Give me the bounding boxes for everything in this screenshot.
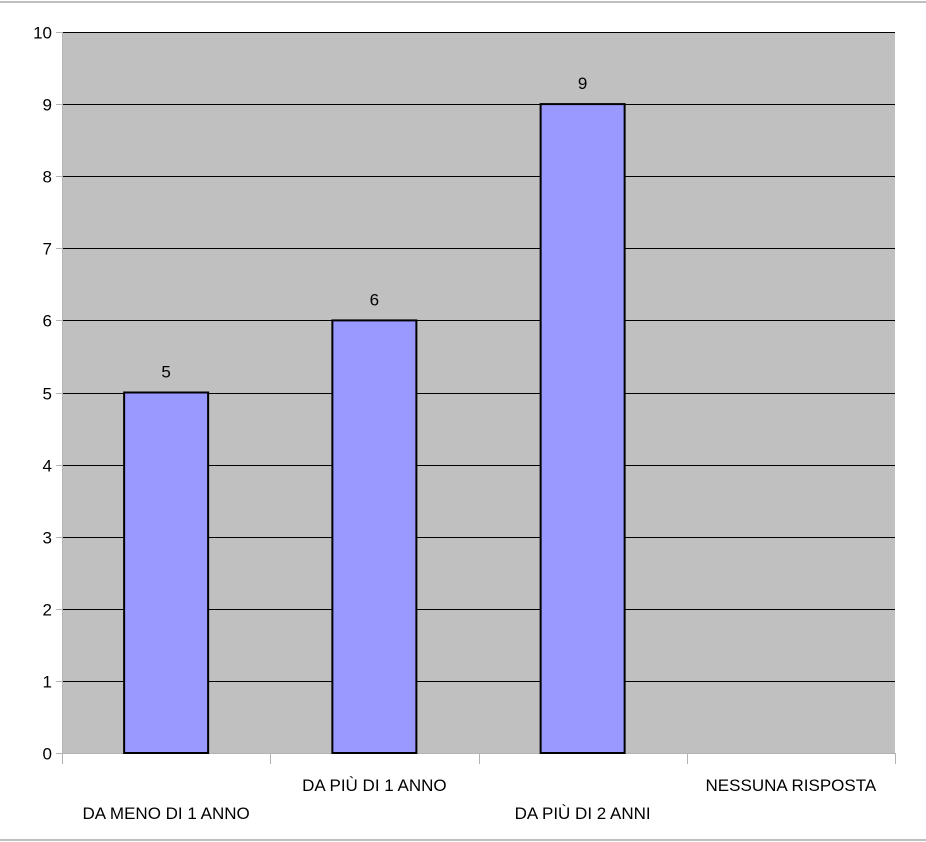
y-tick-label: 1	[43, 673, 52, 692]
data-label: 9	[578, 74, 587, 93]
bar	[123, 391, 210, 754]
bar	[539, 103, 626, 755]
data-label: 5	[161, 363, 170, 382]
y-tick-label: 7	[43, 240, 52, 259]
axes	[56, 32, 896, 764]
x-category-label: DA MENO DI 1 ANNO	[83, 804, 250, 823]
data-labels: 5 6 9	[161, 74, 587, 381]
y-tick-label: 5	[43, 385, 52, 404]
x-tick-labels: DA MENO DI 1 ANNO DA PIÙ DI 1 ANNO DA PIÙ …	[83, 776, 877, 823]
y-tick-label: 9	[43, 96, 52, 115]
y-tick-label: 4	[43, 457, 52, 476]
bar	[331, 319, 418, 754]
y-tick-label: 6	[43, 312, 52, 331]
bars	[123, 103, 626, 755]
y-tick-label: 3	[43, 529, 52, 548]
data-label: 6	[370, 290, 379, 309]
y-tick-label: 0	[43, 745, 52, 764]
y-tick-label: 10	[33, 24, 52, 43]
x-category-label: DA PIÙ DI 2 ANNI	[515, 804, 651, 823]
y-tick-label: 2	[43, 601, 52, 620]
x-category-label: DA PIÙ DI 1 ANNO	[302, 776, 447, 795]
x-category-label: NESSUNA RISPOSTA	[706, 776, 877, 795]
y-tick-label: 8	[43, 168, 52, 187]
y-tick-labels: 0 1 2 3 4 5 6 7 8 9 10	[33, 24, 52, 764]
